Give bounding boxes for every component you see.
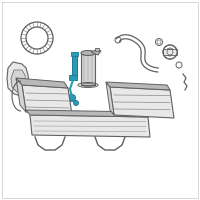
Bar bbox=[69, 75, 77, 80]
Polygon shape bbox=[16, 78, 26, 112]
Polygon shape bbox=[30, 115, 150, 137]
Bar bbox=[163, 49, 177, 55]
Bar bbox=[71, 52, 78, 56]
Circle shape bbox=[68, 95, 76, 102]
Polygon shape bbox=[16, 78, 68, 88]
Circle shape bbox=[74, 100, 78, 106]
Bar bbox=[72, 55, 77, 77]
Bar bbox=[81, 53, 95, 85]
Polygon shape bbox=[7, 62, 29, 96]
Ellipse shape bbox=[81, 50, 95, 55]
Polygon shape bbox=[26, 110, 148, 117]
Polygon shape bbox=[11, 70, 26, 92]
Bar bbox=[95, 48, 99, 51]
Polygon shape bbox=[106, 82, 114, 115]
Polygon shape bbox=[106, 82, 170, 90]
Polygon shape bbox=[110, 87, 174, 118]
Polygon shape bbox=[91, 49, 101, 55]
Polygon shape bbox=[22, 85, 72, 115]
